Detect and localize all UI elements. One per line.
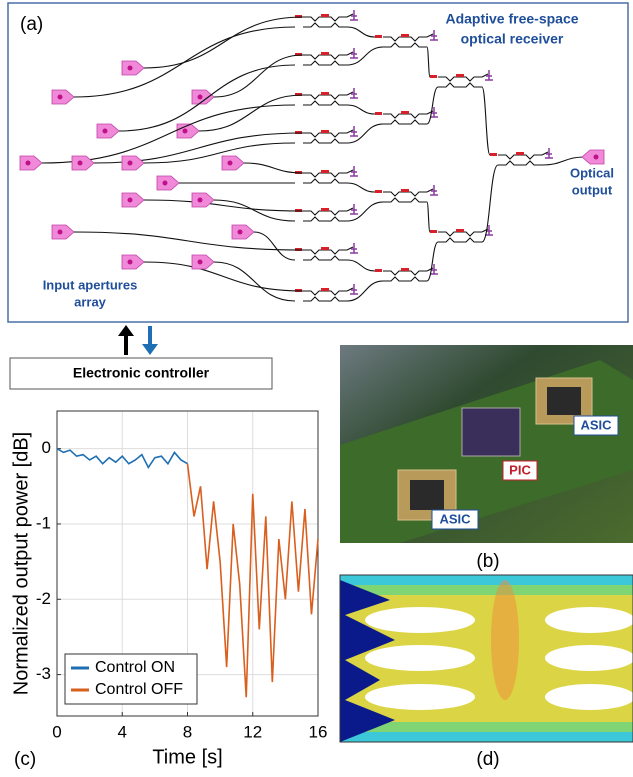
x-tick-label: 12 — [243, 722, 262, 741]
heater — [321, 247, 329, 250]
heater — [516, 152, 524, 155]
grating-spot — [163, 181, 168, 186]
y-tick-label: -1 — [36, 513, 51, 532]
input-label: Input apertures — [43, 277, 138, 292]
y-axis-label: Normalized output power [dB] — [10, 432, 32, 695]
heater — [456, 229, 464, 232]
eye-opening — [545, 684, 633, 710]
grating-spot — [183, 129, 188, 134]
heater — [430, 75, 437, 78]
heater — [375, 190, 382, 193]
grating-spot — [103, 129, 108, 134]
eye-opening — [365, 684, 475, 710]
heater — [375, 35, 382, 38]
heater — [375, 269, 382, 272]
heater — [321, 288, 329, 291]
grating-spot — [128, 161, 133, 166]
chip — [462, 408, 520, 456]
figure: (a) Adaptive free-space optical receiver… — [0, 0, 633, 772]
eye-opening — [365, 645, 475, 671]
grating-spot — [198, 260, 203, 265]
grating-spot — [198, 198, 203, 203]
heater — [321, 170, 329, 173]
heater — [321, 208, 329, 211]
diagram-title: optical receiver — [461, 31, 564, 47]
grating-spot — [128, 260, 133, 265]
panel-label: (a) — [20, 14, 43, 35]
x-tick-label: 4 — [118, 722, 127, 741]
panel-label: (b) — [476, 551, 499, 572]
grating-spot — [58, 230, 63, 235]
input-label: array — [74, 294, 107, 309]
heater — [375, 112, 382, 115]
chart: 0 -1 -2 -3 0 4 8 12 16 Time [s] Normalized output … — [10, 411, 327, 768]
photo — [340, 345, 633, 543]
legend-label: Control OFF — [95, 681, 183, 698]
heater — [401, 268, 409, 271]
y-tick-label: -3 — [36, 664, 51, 683]
eye-crossing — [491, 580, 519, 700]
y-tick-label: -2 — [36, 589, 51, 608]
diagram-title: Adaptive free-space — [445, 11, 578, 27]
eye-opening — [545, 607, 633, 633]
photo-label: ASIC — [580, 417, 612, 432]
eye-opening — [545, 645, 633, 671]
x-tick-label: 16 — [309, 722, 328, 741]
heater — [430, 230, 437, 233]
grating-spot — [128, 198, 133, 203]
panel-label: (c) — [14, 749, 36, 770]
heater — [321, 14, 329, 17]
arrow-head — [118, 325, 134, 336]
grating-spot — [238, 230, 243, 235]
grating-spot — [58, 95, 63, 100]
grating-spot — [594, 155, 599, 160]
heater — [401, 34, 409, 37]
eye-diagram — [340, 575, 633, 742]
heater — [321, 52, 329, 55]
grating-spot — [128, 66, 133, 71]
legend-label: Control ON — [95, 659, 175, 676]
y-tick-label: 0 — [42, 438, 51, 457]
x-tick-label: 8 — [183, 722, 192, 741]
heater — [321, 92, 329, 95]
photo-label: PIC — [509, 462, 531, 477]
heater — [490, 153, 497, 156]
arrow-head — [142, 344, 158, 355]
controller-label: Electronic controller — [73, 365, 210, 381]
grating-spot — [78, 161, 83, 166]
heater — [401, 189, 409, 192]
x-axis-label: Time [s] — [152, 746, 222, 768]
heater — [401, 111, 409, 114]
grating-spot — [26, 161, 31, 166]
heater — [456, 74, 464, 77]
photo-label: ASIC — [439, 511, 471, 526]
grating-spot — [198, 95, 203, 100]
output-label: Optical — [570, 165, 614, 180]
output-label: output — [572, 182, 613, 197]
grating-spot — [228, 161, 233, 166]
chip — [547, 387, 581, 415]
x-tick-label: 0 — [52, 722, 61, 741]
heater — [321, 130, 329, 133]
eye-opening — [365, 607, 475, 633]
panel-label: (d) — [476, 749, 499, 770]
chip — [410, 480, 444, 510]
